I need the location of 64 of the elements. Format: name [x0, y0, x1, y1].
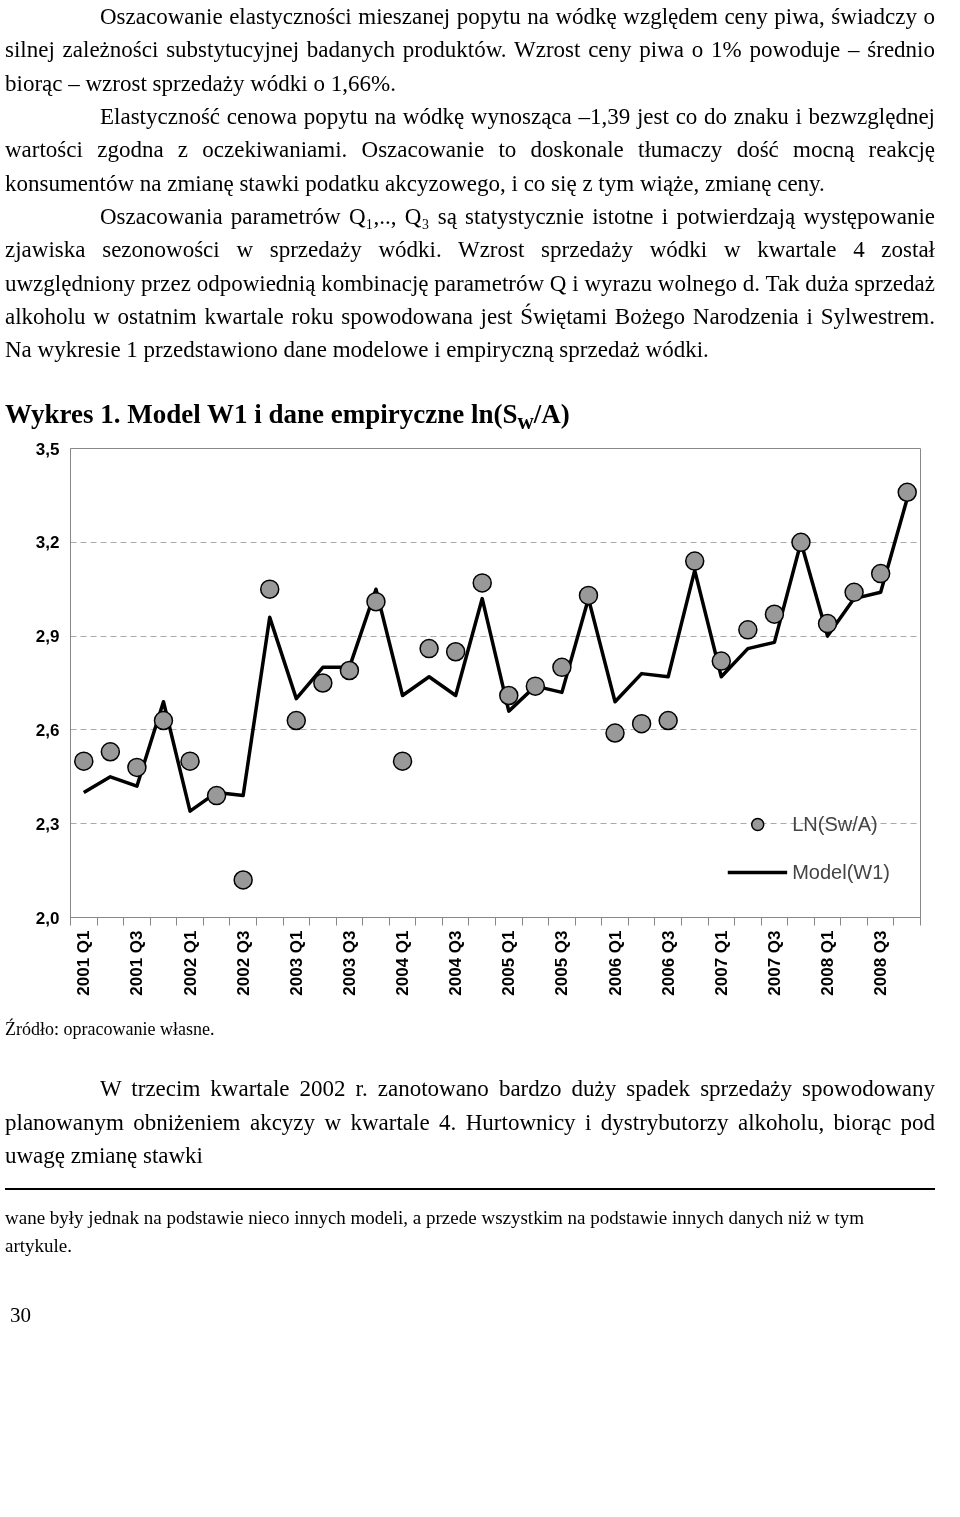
- point: [658, 711, 678, 731]
- text: wane były jednak na podstawie nieco innych modeli, a przede wszystkim na podstawie innych danych niż w tym artykule.: [5, 1188, 935, 1260]
- text: Oszacowanie elastyczności mieszanej popytu na wódkę względem ceny piwa, świadczy o silnej zależności substytucyjnej badanych produktów. Wzrost ceny piwa o 1% powoduje – średnio biorąc – wzrost sprzedaży wódki o 1,66%.: [5, 3, 935, 98]
- text: 30: [10, 1301, 31, 1329]
- point: [605, 723, 625, 744]
- text: Źródło: opracowanie własne.: [5, 1017, 215, 1042]
- point: [259, 579, 280, 600]
- y-tick-label: 2,9: [35, 627, 60, 647]
- point: [631, 714, 652, 734]
- point: [366, 592, 386, 612]
- point: [313, 673, 333, 694]
- x-tick-label: 2002 Q3: [233, 930, 253, 997]
- point: [74, 751, 94, 772]
- point: [499, 686, 519, 706]
- y-tick-label: 2,0: [35, 908, 60, 928]
- point: [897, 482, 917, 503]
- legend-label: Model(W1): [792, 860, 890, 884]
- x-tick-label: 2005 Q1: [499, 930, 519, 997]
- point: [817, 614, 838, 634]
- x-tick-label: 2003 Q3: [339, 930, 359, 997]
- y-tick-label: 2,6: [35, 721, 60, 741]
- point: [153, 711, 174, 731]
- y-tick-label: 2,3: [35, 815, 60, 835]
- point: [419, 639, 439, 659]
- x-tick-label: 2008 Q3: [871, 930, 891, 997]
- x-tick-label: 2007 Q3: [764, 930, 784, 997]
- x-tick-label: 2006 Q1: [605, 930, 625, 997]
- y-tick-label: 3,5: [35, 439, 60, 459]
- x-tick-label: 2008 Q1: [818, 930, 838, 997]
- text: Elastyczność cenowa popytu na wódkę wynosząca –1,39 jest co do znaku i bezwzględnej wartości zgodna z oczekiwaniami. Oszacowanie to doskonale tłumaczy dość mocną reakcję konsumentów na zmianę stawki podatku akcyzowego, i co się z tym wiąże, zmianę ceny.: [5, 103, 935, 198]
- point: [233, 870, 253, 891]
- point: [100, 742, 121, 762]
- legend-label: LN(Sw/A): [792, 812, 878, 836]
- y-tick-label: 3,2: [35, 533, 60, 553]
- point: [445, 642, 466, 662]
- point: [206, 786, 227, 806]
- point: [127, 758, 147, 778]
- point: [286, 711, 307, 731]
- x-tick-label: 2004 Q1: [393, 930, 413, 997]
- point: [552, 657, 572, 678]
- text: Oszacowania parametrów Q₁,.., Q₃ są statystycznie istotne i potwierdzają występowanie zjawiska sezonowości w sprzedaży wódki. Wzrost sprzedaży wódki w kwartale 4 został uwzględniony przez odpowiednią kombinację parametrów Q i wyrazu wolnego d. Tak duża sprzedaż alkoholu w ostatnim kwartale roku spowodowana jest Świętami Bożego Narodzenia i Sylwestrem. Na wykresie 1 przedstawiono dane modelowe i empiryczną sprzedaż wódki.: [5, 203, 935, 365]
- x-tick-label: 2002 Q1: [180, 930, 200, 997]
- point: [472, 573, 492, 593]
- point: [578, 586, 599, 606]
- point: [525, 676, 546, 697]
- point: [392, 751, 413, 772]
- point: [764, 604, 785, 625]
- chart-title: Wykres 1. Model W1 i dane empiryczne ln(S$_{w}$/A): [5, 397, 570, 437]
- x-tick-label: 2001 Q1: [74, 930, 94, 997]
- point: [684, 551, 705, 572]
- x-tick-label: 2003 Q1: [286, 930, 306, 997]
- point: [738, 620, 758, 640]
- point: [844, 582, 864, 603]
- x-tick-label: 2001 Q3: [127, 930, 147, 997]
- x-tick-label: 2006 Q3: [658, 930, 678, 997]
- point: [711, 651, 732, 672]
- x-tick-label: 2004 Q3: [446, 930, 466, 997]
- point: [791, 532, 811, 553]
- point: [339, 661, 360, 681]
- x-tick-label: 2005 Q3: [552, 930, 572, 997]
- point: [180, 751, 200, 772]
- text: W trzecim kwartale 2002 r. zanotowano bardzo duży spadek sprzedaży spowodowany planowanym obniżeniem akcyzy w kwartale 4. Hurtownicy i dystrybutorzy alkoholu, biorąc pod uwagę zmianę stawki: [5, 1075, 935, 1171]
- point: [870, 564, 891, 584]
- x-tick-label: 2007 Q1: [711, 930, 731, 997]
